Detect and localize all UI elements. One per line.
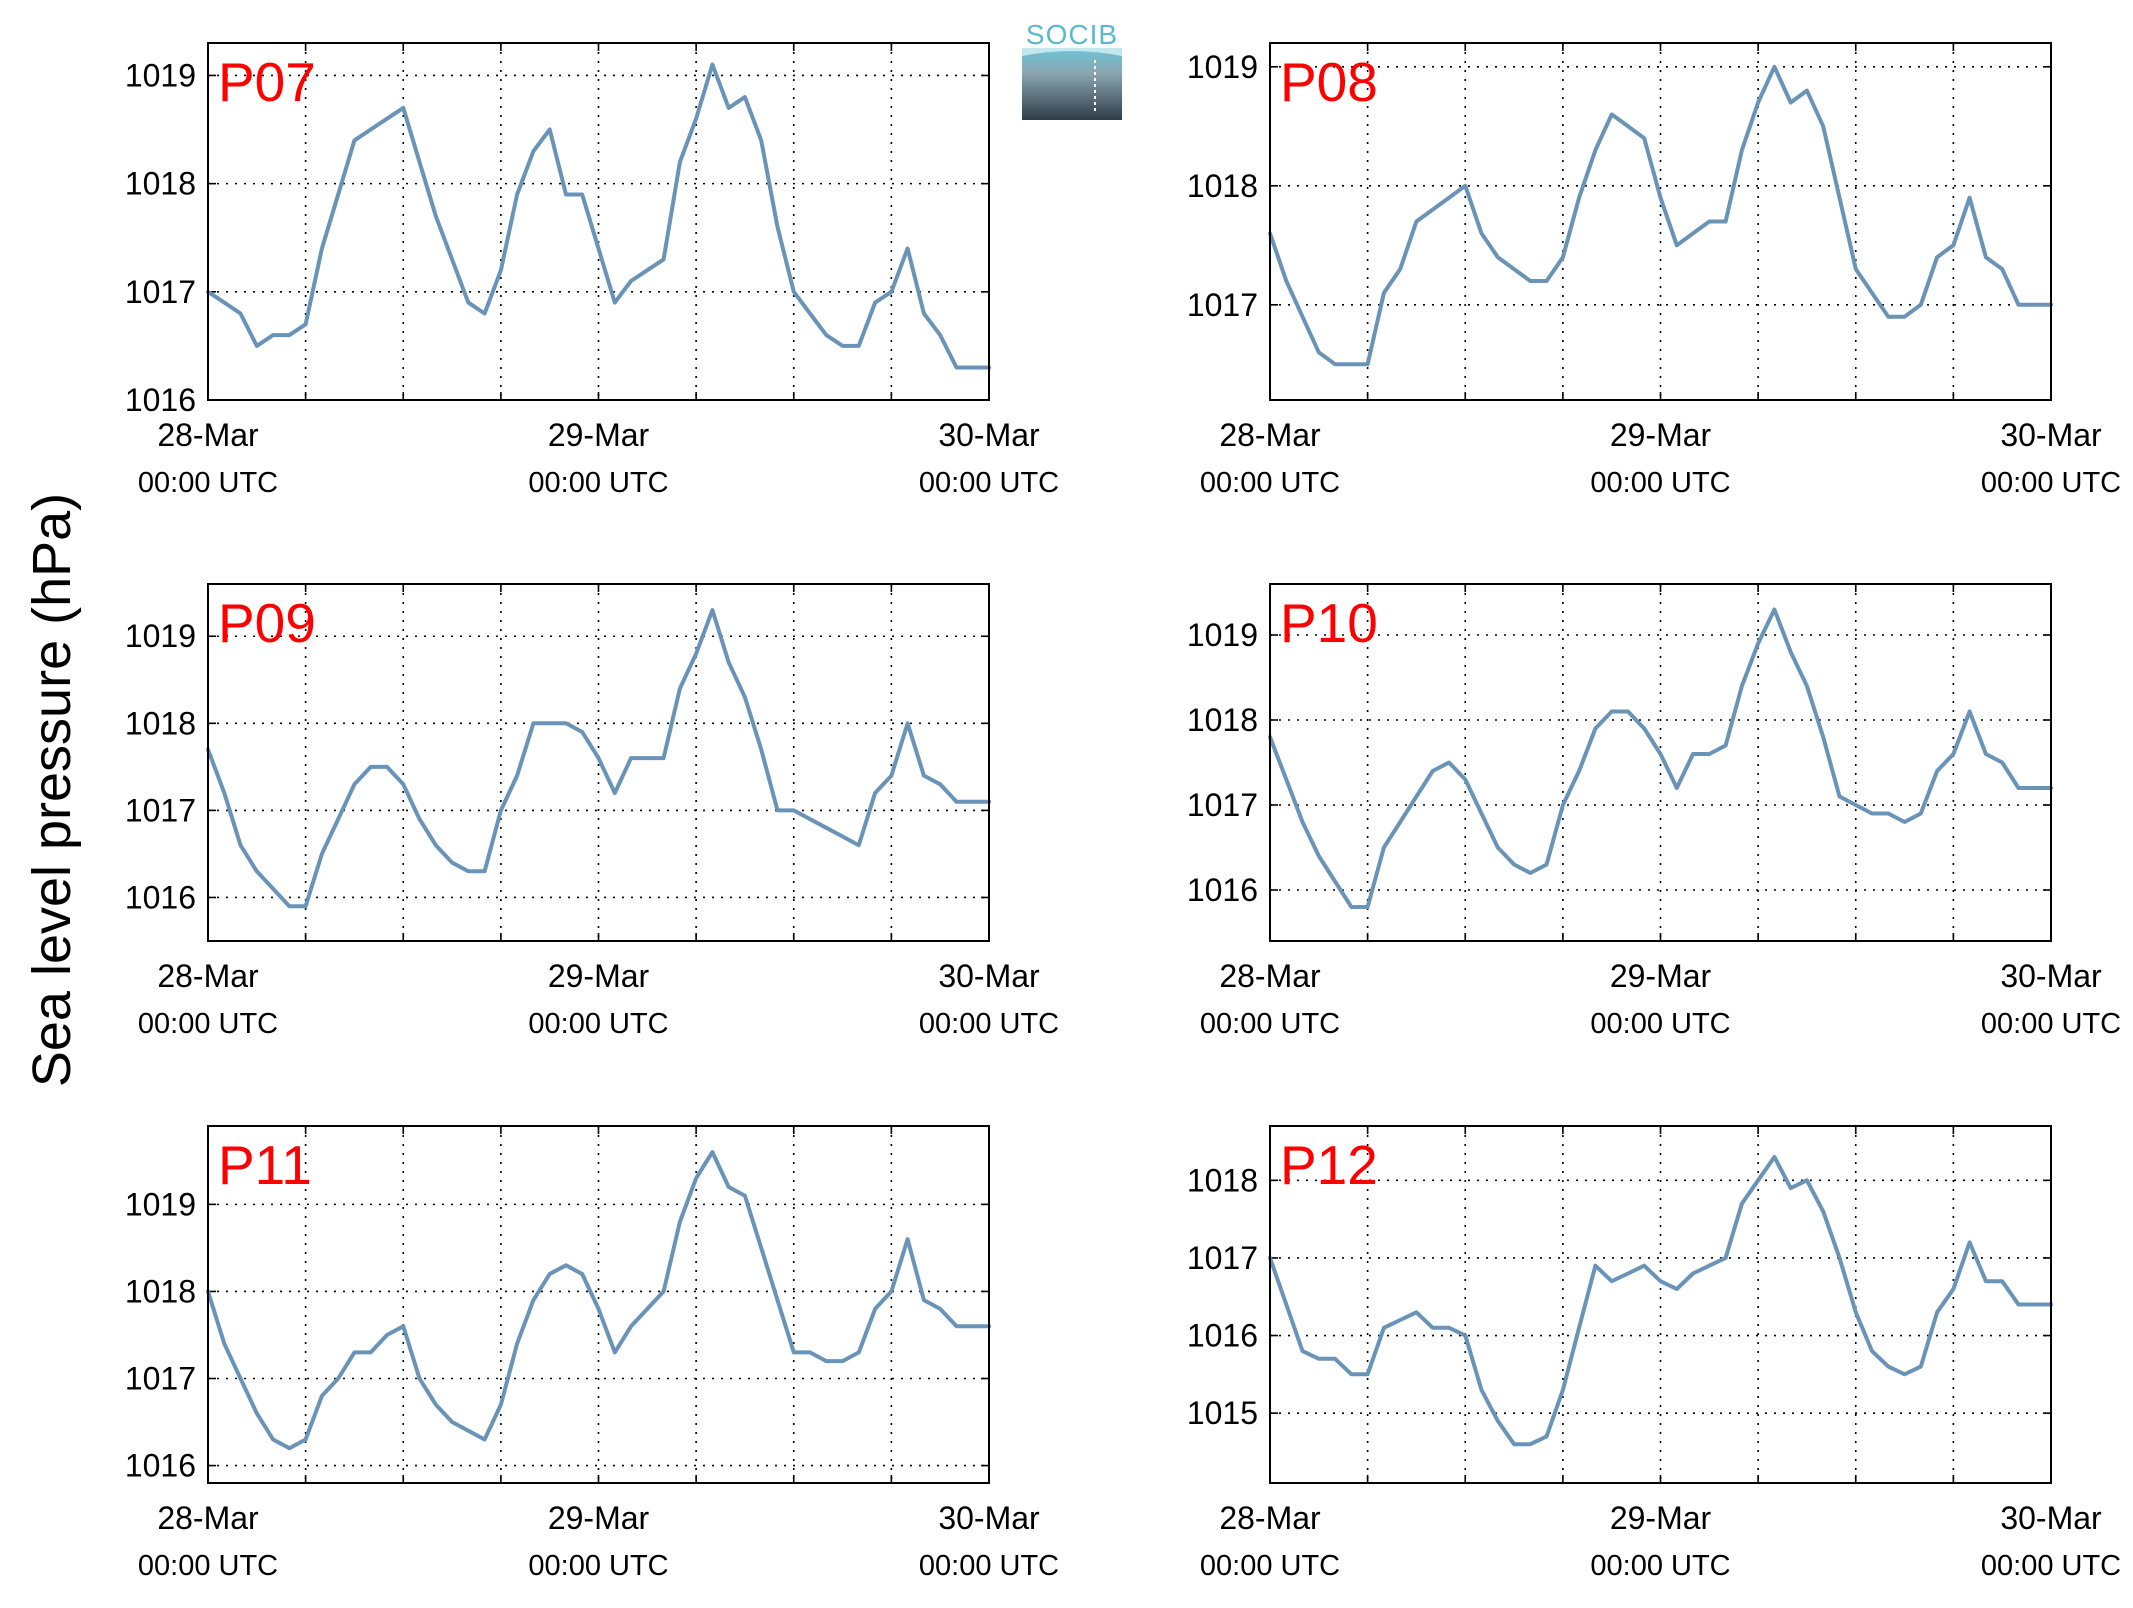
y-tick-label: 1017 (125, 792, 196, 828)
x-tick-label-date: 29-Mar (1610, 417, 1712, 453)
pressure-series-line (1268, 1155, 2053, 1447)
y-tick-label: 1018 (1187, 1162, 1258, 1198)
y-tick-label: 1019 (125, 618, 196, 654)
panel-title: P12 (1280, 1134, 1378, 1196)
axes-frame (207, 1125, 990, 1484)
y-tick-label: 1016 (125, 382, 196, 418)
panel-title: P07 (218, 51, 316, 113)
x-tick-label-date: 29-Mar (1610, 1500, 1712, 1536)
y-tick-label: 1016 (125, 879, 196, 915)
y-tick-label: 1016 (1187, 872, 1258, 908)
x-tick-label-time: 00:00 UTC (1981, 1550, 2121, 1582)
y-tick-label: 1016 (125, 1448, 196, 1484)
x-tick-label-date: 28-Mar (157, 1500, 259, 1536)
panel-title: P08 (1280, 51, 1378, 113)
panels-group: 1016 1017 1018 1019 P07 28-Mar 00:00 UTC 29-Mar… (125, 42, 2121, 1582)
x-tick-label-date: 30-Mar (938, 1500, 1040, 1536)
y-tick-label: 1016 (1187, 1318, 1258, 1354)
x-tick-label-date: 29-Mar (1610, 958, 1712, 994)
pressure-series-line (206, 608, 991, 909)
y-tick-label: 1017 (125, 274, 196, 310)
axes-frame (1269, 1125, 2052, 1484)
y-tick-label: 1019 (1187, 49, 1258, 85)
panel-title: P11 (218, 1134, 312, 1196)
x-tick-label-date: 30-Mar (938, 417, 1040, 453)
x-tick-label-time: 00:00 UTC (1981, 1008, 2121, 1040)
panel-p09: 1016 1017 1018 1019 P09 28-Mar 00:00 UTC 29-Mar… (125, 583, 1059, 1040)
y-tick-label: 1017 (1187, 287, 1258, 323)
panel-p12: 1015 1016 1017 1018 P12 28-Mar 00:00 UTC 29-Mar… (1187, 1125, 2121, 1582)
y-axis-label: Sea level pressure (hPa) (22, 493, 82, 1087)
x-tick-label-time: 00:00 UTC (919, 1550, 1059, 1582)
logo-text: SOCIB (1026, 19, 1118, 50)
x-tick-label-time: 00:00 UTC (528, 467, 668, 499)
x-tick-label-time: 00:00 UTC (919, 1008, 1059, 1040)
x-tick-label-time: 00:00 UTC (138, 467, 278, 499)
y-tick-label: 1015 (1187, 1395, 1258, 1431)
axes-frame (207, 42, 990, 401)
y-tick-label: 1018 (125, 705, 196, 741)
y-tick-label: 1017 (125, 1361, 196, 1397)
panel-p08: 1017 1018 1019 P08 28-Mar 00:00 UTC 29-Mar 00:0… (1187, 42, 2121, 499)
y-tick-label: 1017 (1187, 787, 1258, 823)
x-tick-label-date: 29-Mar (548, 417, 650, 453)
x-tick-label-date: 29-Mar (548, 958, 650, 994)
y-tick-label: 1018 (1187, 702, 1258, 738)
pressure-series-line (206, 62, 991, 370)
y-tick-label: 1019 (125, 57, 196, 93)
y-tick-label: 1019 (125, 1186, 196, 1222)
x-tick-label-time: 00:00 UTC (1200, 467, 1340, 499)
x-tick-label-time: 00:00 UTC (528, 1550, 668, 1582)
x-tick-label-date: 28-Mar (157, 417, 259, 453)
x-tick-label-time: 00:00 UTC (138, 1550, 278, 1582)
x-tick-label-date: 28-Mar (1219, 1500, 1321, 1536)
x-tick-label-time: 00:00 UTC (528, 1008, 668, 1040)
y-tick-label: 1018 (125, 166, 196, 202)
panel-title: P10 (1280, 592, 1378, 654)
x-tick-label-time: 00:00 UTC (138, 1008, 278, 1040)
x-tick-label-date: 30-Mar (2000, 417, 2102, 453)
socib-logo: SOCIB (1022, 19, 1122, 120)
panel-p10: 1016 1017 1018 1019 P10 28-Mar 00:00 UTC 29-Mar… (1187, 583, 2121, 1040)
pressure-series-line (206, 1150, 991, 1451)
y-tick-label: 1017 (1187, 1240, 1258, 1276)
x-tick-label-date: 30-Mar (938, 958, 1040, 994)
x-tick-label-time: 00:00 UTC (1590, 1550, 1730, 1582)
x-tick-label-time: 00:00 UTC (1200, 1008, 1340, 1040)
x-tick-label-time: 00:00 UTC (1590, 1008, 1730, 1040)
y-tick-label: 1019 (1187, 617, 1258, 653)
axes-frame (1269, 42, 2052, 401)
panel-p11: 1016 1017 1018 1019 P11 28-Mar 00:00 UTC 29-Mar… (125, 1125, 1059, 1582)
x-tick-label-date: 28-Mar (1219, 958, 1321, 994)
panel-title: P09 (218, 592, 316, 654)
y-tick-label: 1018 (125, 1273, 196, 1309)
x-tick-label-time: 00:00 UTC (919, 467, 1059, 499)
x-tick-label-time: 00:00 UTC (1590, 467, 1730, 499)
y-tick-label: 1018 (1187, 168, 1258, 204)
axes-frame (207, 583, 990, 942)
x-tick-label-date: 29-Mar (548, 1500, 650, 1536)
x-tick-label-date: 30-Mar (2000, 958, 2102, 994)
axes-frame (1269, 583, 2052, 942)
x-tick-label-time: 00:00 UTC (1981, 467, 2121, 499)
x-tick-label-date: 28-Mar (1219, 417, 1321, 453)
x-tick-label-time: 00:00 UTC (1200, 1550, 1340, 1582)
x-tick-label-date: 28-Mar (157, 958, 259, 994)
x-tick-label-date: 30-Mar (2000, 1500, 2102, 1536)
panel-p07: 1016 1017 1018 1019 P07 28-Mar 00:00 UTC 29-Mar… (125, 42, 1059, 499)
pressure-series-line (1268, 64, 2053, 367)
pressure-series-line (1268, 607, 2053, 909)
